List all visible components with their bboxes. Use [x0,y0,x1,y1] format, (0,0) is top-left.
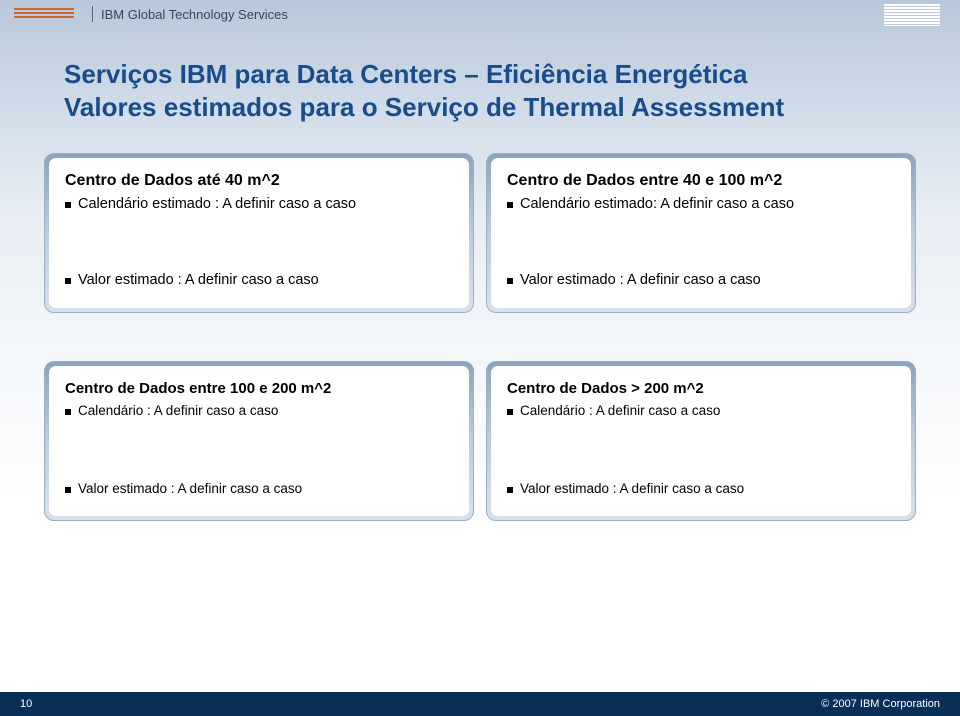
card-top-right: Centro de Dados entre 40 e 100 m^2 Calen… [486,153,916,313]
bullet-text: Calendário : A definir caso a caso [520,403,720,418]
bullet-text: Valor estimado : A definir caso a caso [520,481,744,496]
bullet-icon [65,278,71,284]
bullet-text: Valor estimado : A definir caso a caso [520,272,761,288]
copyright: © 2007 IBM Corporation [821,698,940,710]
bullet-icon [507,278,513,284]
cards-row-top: Centro de Dados até 40 m^2 Calendário es… [0,153,960,313]
card-bottom-right: Centro de Dados > 200 m^2 Calendário : A… [486,361,916,521]
accent-bars [14,8,74,20]
bullet-icon [65,409,71,415]
card-heading: Centro de Dados entre 40 e 100 m^2 [507,172,895,190]
card-heading: Centro de Dados entre 100 e 200 m^2 [65,380,453,397]
header-divider [92,6,93,22]
bullet-icon [65,202,71,208]
bullet-icon [507,409,513,415]
title-line-1: Serviços IBM para Data Centers – Eficiên… [64,58,896,91]
bullet-icon [65,487,71,493]
bullet-icon [507,487,513,493]
slide-title: Serviços IBM para Data Centers – Eficiên… [0,28,960,123]
card-heading: Centro de Dados até 40 m^2 [65,172,453,190]
bullet-item: Valor estimado : A definir caso a caso [65,272,453,288]
bullet-item: Valor estimado : A definir caso a caso [507,481,895,496]
bullet-item: Calendário : A definir caso a caso [65,403,453,418]
bullet-item: Valor estimado : A definir caso a caso [507,272,895,288]
bullet-item: Calendário estimado: A definir caso a ca… [507,196,895,212]
bullet-text: Calendário estimado: A definir caso a ca… [520,196,794,212]
bullet-text: Valor estimado : A definir caso a caso [78,272,319,288]
card-heading: Centro de Dados > 200 m^2 [507,380,895,397]
header-title: IBM Global Technology Services [101,7,288,22]
title-line-2: Valores estimados para o Serviço de Ther… [64,91,896,124]
slide-header: IBM Global Technology Services [0,0,960,28]
card-top-left: Centro de Dados até 40 m^2 Calendário es… [44,153,474,313]
bullet-item: Calendário : A definir caso a caso [507,403,895,418]
slide-footer: 10 © 2007 IBM Corporation [0,692,960,716]
page-number: 10 [20,698,32,710]
bullet-text: Calendário estimado : A definir caso a c… [78,196,356,212]
bullet-text: Valor estimado : A definir caso a caso [78,481,302,496]
ibm-logo [884,4,940,26]
cards-row-bottom: Centro de Dados entre 100 e 200 m^2 Cale… [0,361,960,521]
bullet-text: Calendário : A definir caso a caso [78,403,278,418]
bullet-icon [507,202,513,208]
bullet-item: Calendário estimado : A definir caso a c… [65,196,453,212]
bullet-item: Valor estimado : A definir caso a caso [65,481,453,496]
card-bottom-left: Centro de Dados entre 100 e 200 m^2 Cale… [44,361,474,521]
